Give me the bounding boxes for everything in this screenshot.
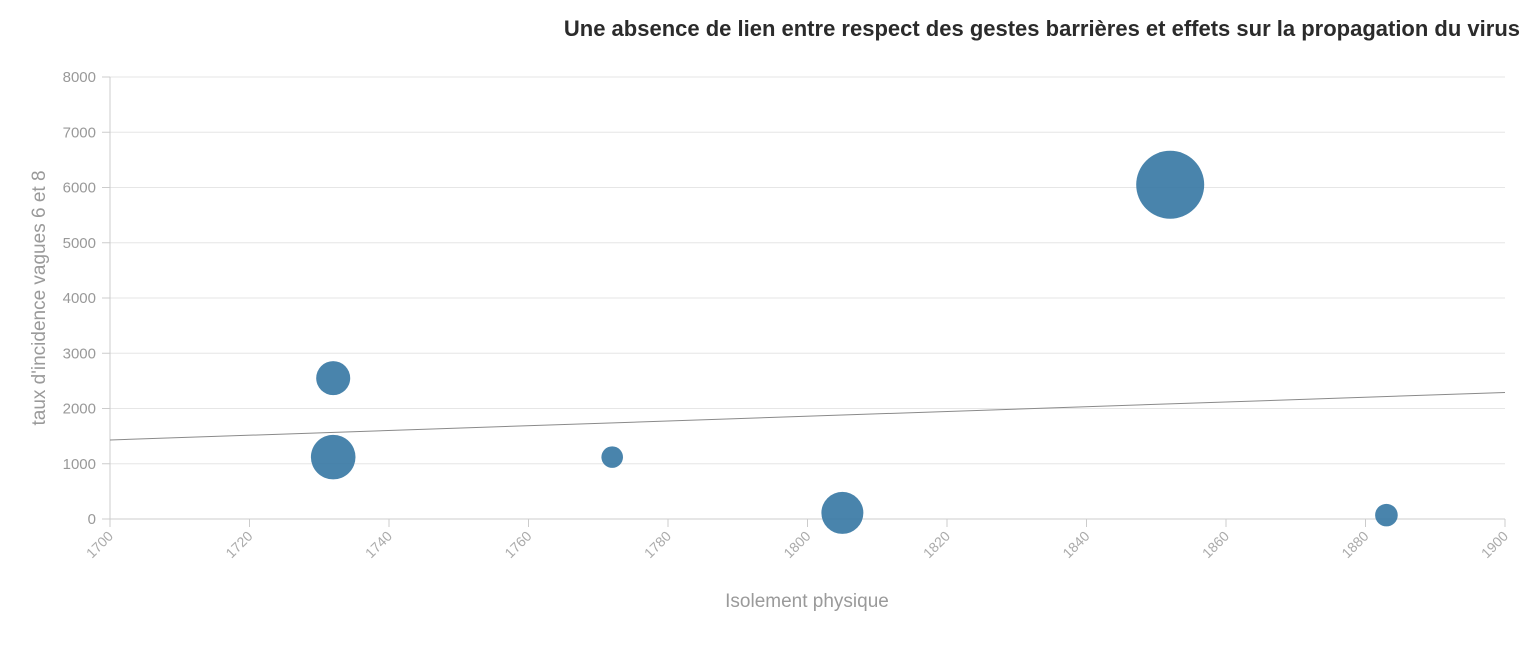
x-tick-label: 1800 (780, 528, 813, 561)
bubble-point[interactable] (1375, 503, 1398, 527)
x-tick-label: 1720 (222, 528, 255, 561)
chart-title: Une absence de lien entre respect des ge… (564, 16, 1520, 41)
y-tick-label: 2000 (63, 401, 96, 418)
x-axis-ticks: 1700 1720 1740 1760 1780 1800 1820 1840 1860 1880… (83, 519, 1511, 561)
bubble-point[interactable] (310, 434, 356, 480)
x-tick-label: 1860 (1199, 528, 1232, 561)
y-tick-label: 6000 (63, 180, 96, 197)
x-tick-label: 1880 (1338, 528, 1371, 561)
y-tick-label: 8000 (63, 69, 96, 86)
x-tick-label: 1760 (501, 528, 534, 561)
x-tick-label: 1900 (1478, 528, 1511, 561)
y-axis-label: taux d'incidence vagues 6 et 8 (29, 170, 50, 425)
x-tick-label: 1700 (83, 528, 116, 561)
y-tick-label: 4000 (63, 290, 96, 307)
x-tick-label: 1740 (362, 528, 395, 561)
bubble-point[interactable] (1136, 150, 1205, 219)
x-tick-label: 1820 (920, 528, 953, 561)
x-axis-label: Isolement physique (725, 591, 889, 612)
bubble-point[interactable] (821, 491, 864, 534)
bubble-point[interactable] (316, 361, 351, 396)
y-axis-ticks: 0 1000 2000 3000 4000 5000 6000 7000 8000 (63, 69, 110, 528)
y-tick-label: 0 (88, 511, 96, 528)
trend-line (109, 391, 1506, 441)
y-tick-label: 3000 (63, 345, 96, 362)
y-tick-label: 5000 (63, 235, 96, 252)
y-tick-label: 1000 (63, 456, 96, 473)
x-tick-label: 1840 (1059, 528, 1092, 561)
x-tick-label: 1780 (641, 528, 674, 561)
bubble-point[interactable] (601, 446, 623, 468)
bubbles (310, 150, 1398, 534)
y-tick-label: 7000 (63, 124, 96, 141)
